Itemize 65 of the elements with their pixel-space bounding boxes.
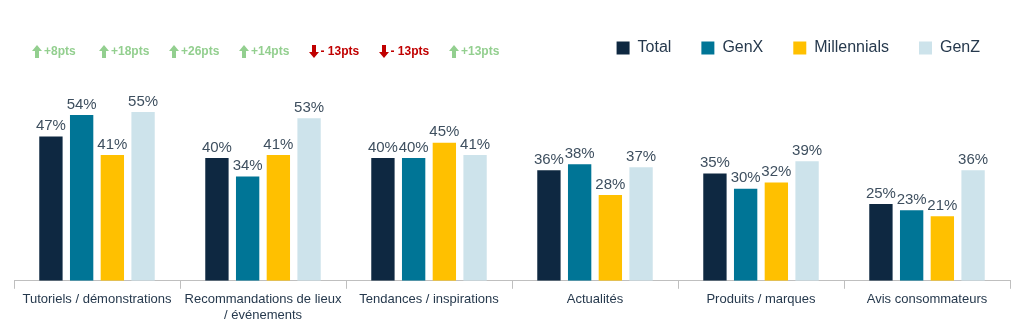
bar xyxy=(69,115,94,281)
data-label: 41% xyxy=(97,134,128,152)
bar xyxy=(463,154,487,281)
bar xyxy=(567,164,592,281)
legend-label: GenZ xyxy=(939,38,981,56)
bar xyxy=(432,142,457,281)
x-tick-label: Actualités xyxy=(566,291,624,307)
data-label: 41% xyxy=(460,134,491,152)
data-label: 39% xyxy=(792,140,823,158)
text: +18pts xyxy=(111,44,150,58)
text: - 13pts xyxy=(320,44,360,58)
data-label: 53% xyxy=(294,97,325,115)
x-tick-label: Avis consommateurs xyxy=(866,291,988,307)
data-label: 40% xyxy=(398,137,429,155)
text: +14pts xyxy=(251,44,290,58)
text: +13pts xyxy=(461,44,500,58)
bar xyxy=(537,170,561,281)
bar xyxy=(795,161,819,281)
data-label: 35% xyxy=(699,153,730,171)
data-label: 40% xyxy=(201,137,232,155)
data-label: 34% xyxy=(232,156,263,174)
data-label: 32% xyxy=(761,162,792,180)
bar xyxy=(266,154,291,281)
bar xyxy=(205,158,229,281)
data-label: 40% xyxy=(367,137,398,155)
bar xyxy=(899,210,924,281)
bar xyxy=(598,194,623,281)
text: +8pts xyxy=(44,44,76,58)
data-label: 37% xyxy=(626,146,657,164)
x-tick-label: Recommandations de lieux / événements xyxy=(184,291,342,322)
legend-label: Millennials xyxy=(814,38,889,56)
data-label: 28% xyxy=(595,174,626,192)
bar xyxy=(869,204,893,281)
data-label: 25% xyxy=(865,183,896,201)
bar xyxy=(297,118,321,281)
bar xyxy=(961,170,985,281)
data-label: 54% xyxy=(66,94,97,112)
data-label: 36% xyxy=(533,149,564,167)
x-tick-label: Tendances / inspirations xyxy=(359,291,500,307)
bar xyxy=(629,167,653,281)
data-label: 23% xyxy=(896,189,927,207)
bar xyxy=(39,136,63,281)
bar xyxy=(235,176,260,281)
text: +26pts xyxy=(181,44,220,58)
data-label: 38% xyxy=(564,143,595,161)
x-tick-label: Produits / marques xyxy=(706,291,817,307)
bar xyxy=(733,188,758,281)
data-label: 45% xyxy=(429,122,460,140)
bar xyxy=(930,216,955,281)
bar xyxy=(764,182,789,281)
x-tick-label: Tutoriels / démonstrations xyxy=(22,291,173,307)
bar xyxy=(371,158,395,281)
bar xyxy=(131,112,155,281)
data-label: 41% xyxy=(263,134,294,152)
bar xyxy=(703,173,727,281)
text: - 13pts xyxy=(390,44,430,58)
data-label: 47% xyxy=(35,116,66,134)
data-label: 36% xyxy=(958,149,989,167)
data-label: 30% xyxy=(730,168,761,186)
legend-label: Total xyxy=(637,38,672,56)
bar xyxy=(100,154,125,281)
data-label: 55% xyxy=(128,91,159,109)
bar xyxy=(401,158,426,281)
data-label: 21% xyxy=(927,196,958,213)
legend-label: GenX xyxy=(722,38,764,56)
